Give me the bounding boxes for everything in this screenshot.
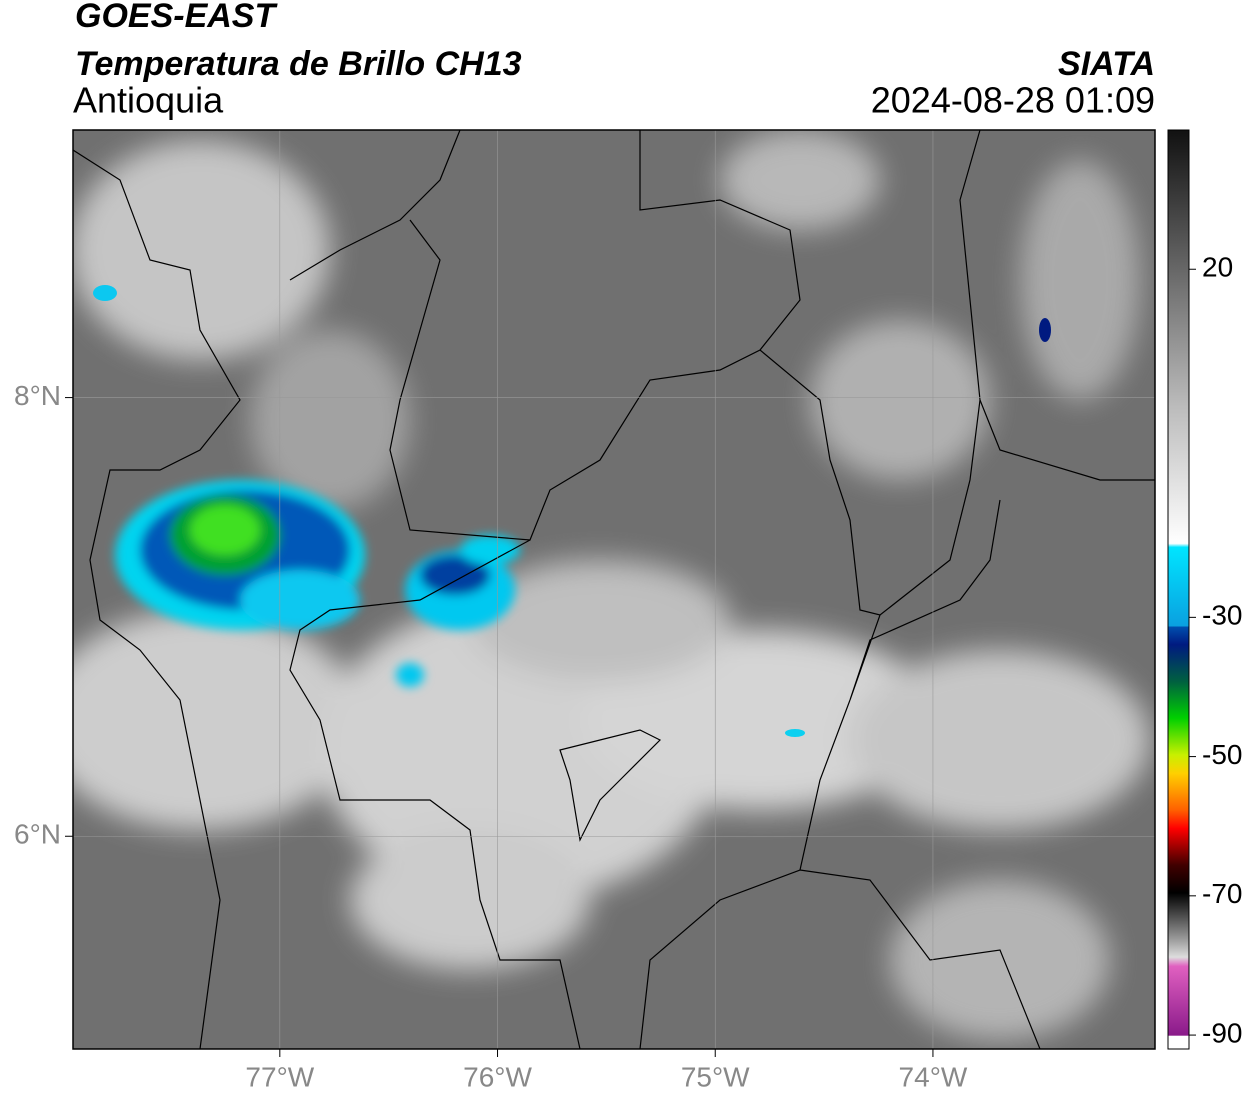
lon-tick-label: 77°W (245, 1061, 314, 1092)
colorbar (1167, 129, 1190, 1050)
graticule (73, 130, 1155, 1049)
title: GOES-EAST (75, 0, 278, 35)
colorbar-tick-label: -70 (1202, 878, 1242, 909)
lat-tick-label: 6°N (14, 819, 61, 850)
lon-tick-label: 75°W (681, 1061, 750, 1092)
colorbar-tick-label: 20 (1202, 252, 1233, 283)
region: Antioquia (73, 80, 224, 121)
map-imagery (73, 130, 1155, 1049)
map-frame (72, 129, 1156, 1050)
lat-tick-label: 8°N (14, 380, 61, 411)
datetime: 2024-08-28 01:09 (871, 80, 1155, 121)
colorbar-tick-label: -30 (1202, 600, 1242, 631)
subtitle: Temperatura de Brillo CH13 (75, 45, 522, 83)
colorbar-tick-label: -90 (1202, 1017, 1242, 1048)
colorbar-tick-label: -50 (1202, 739, 1242, 770)
lon-tick-label: 74°W (899, 1061, 968, 1092)
lon-tick-label: 76°W (463, 1061, 532, 1092)
source: SIATA (1058, 45, 1155, 83)
